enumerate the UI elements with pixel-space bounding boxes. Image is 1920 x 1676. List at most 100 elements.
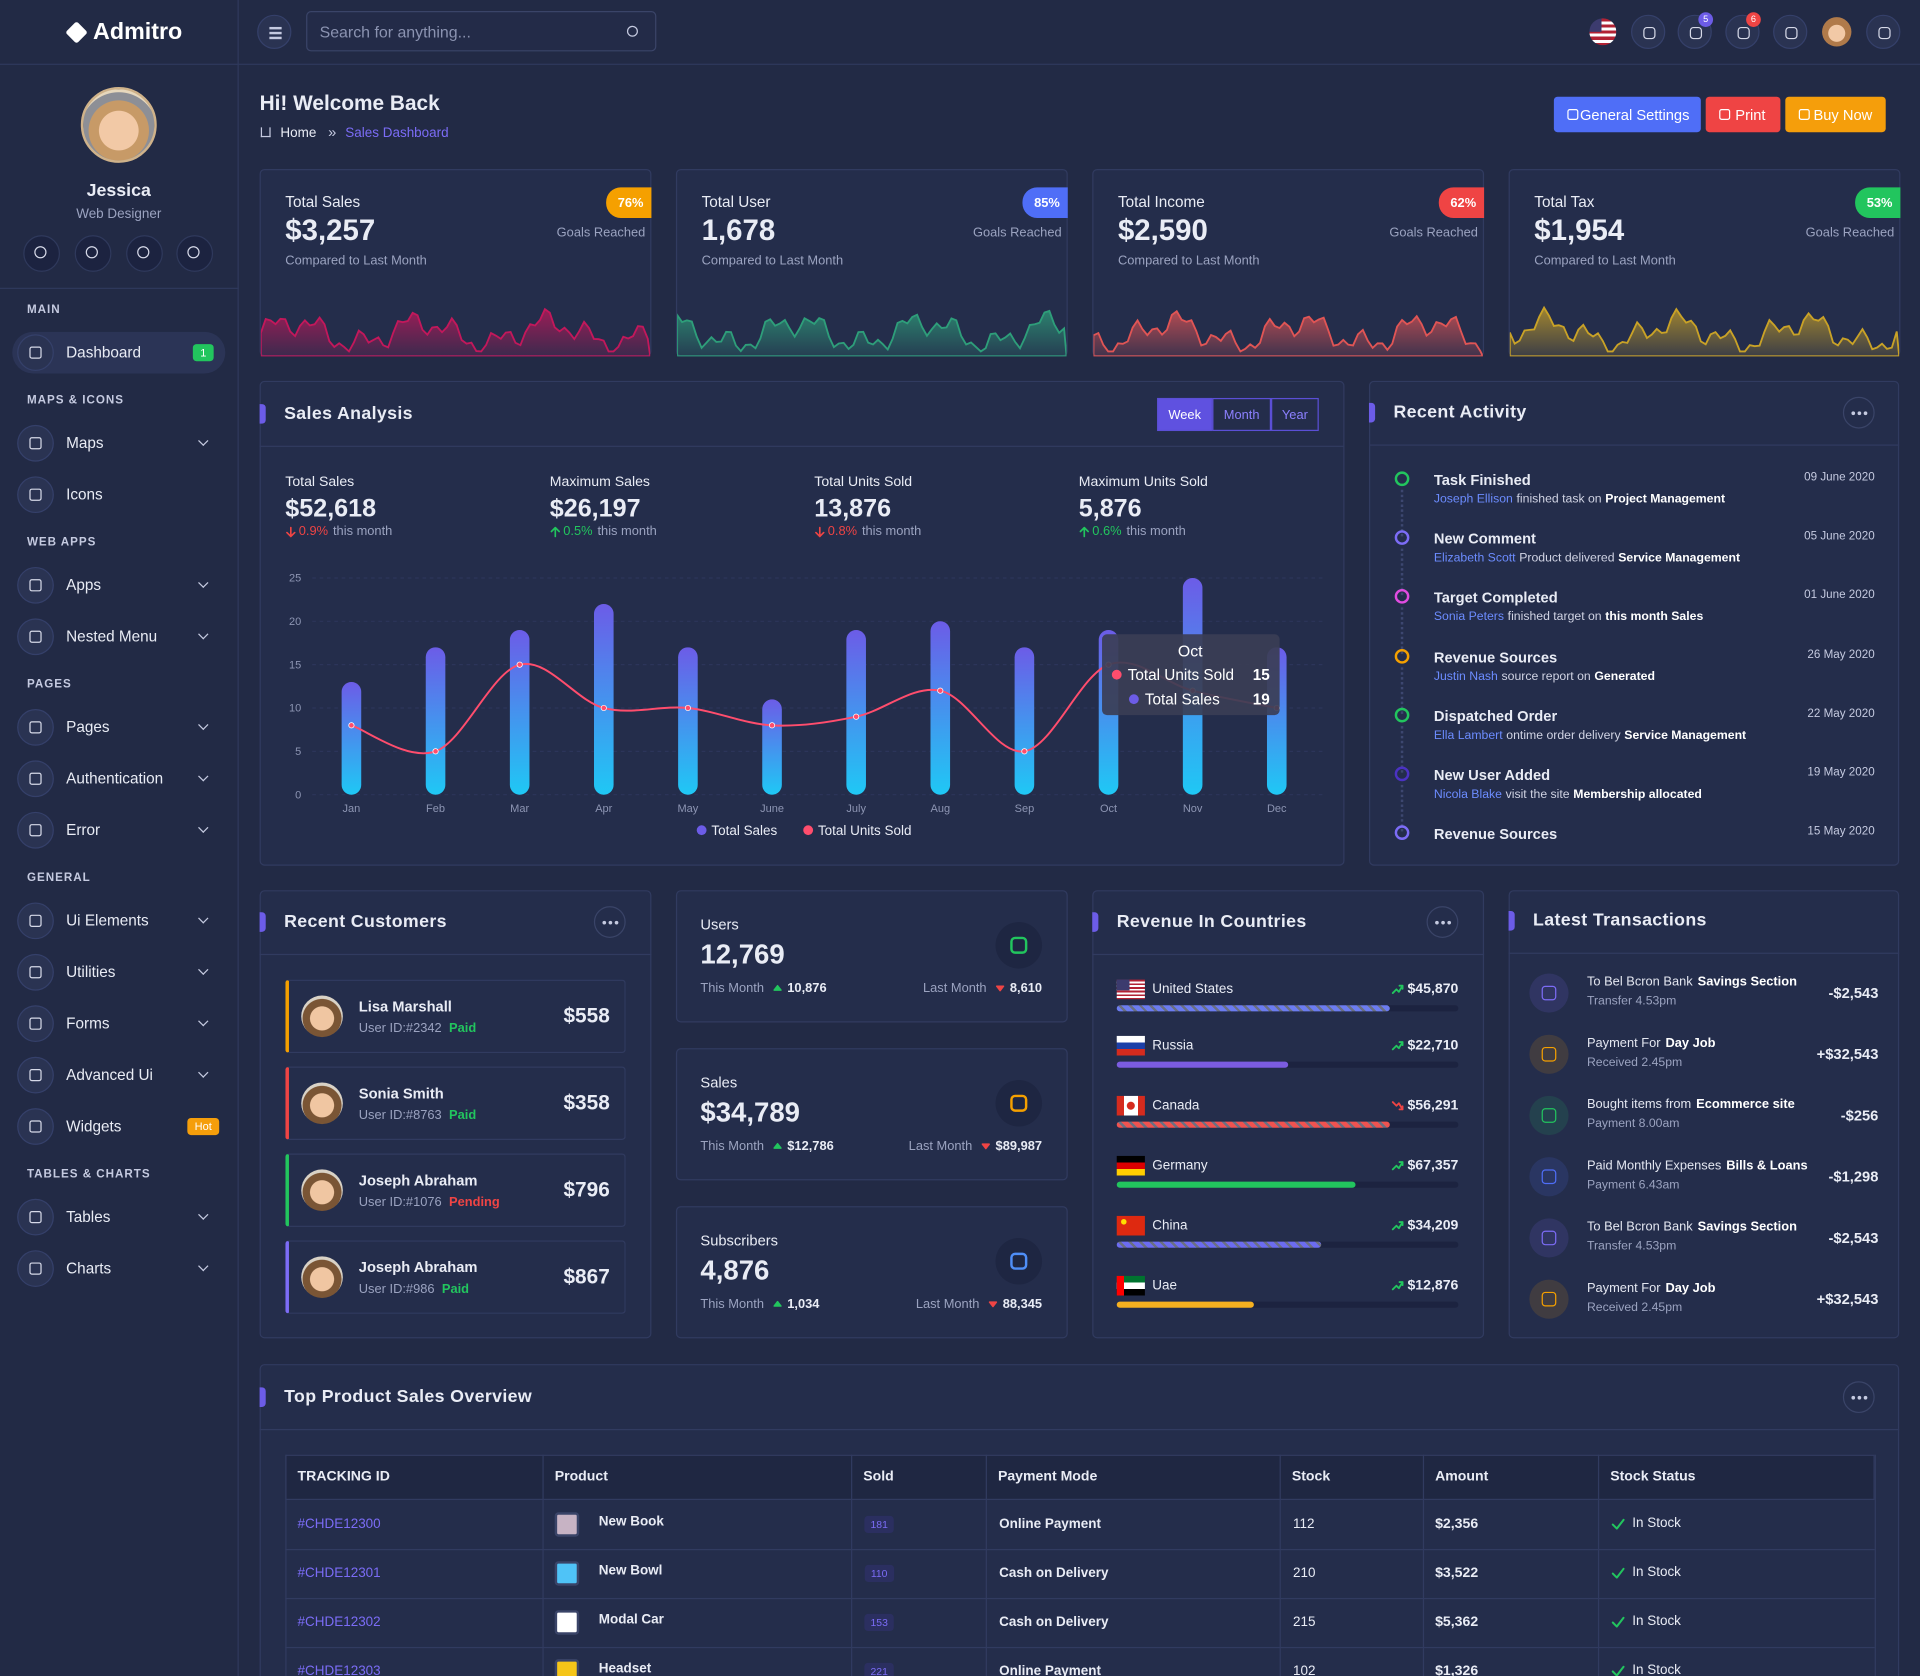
customer-meta: User ID:#1076 Pending [359, 1195, 500, 1210]
nav-icon-glyph [29, 1262, 42, 1275]
period-tab-label[interactable]: Week [1168, 407, 1202, 423]
nav-item[interactable]: Dashboard [66, 344, 142, 362]
flag-us[interactable] [1589, 18, 1617, 46]
sparkline-area [1093, 309, 1483, 357]
customer-id: User ID:#2342 [358, 1021, 442, 1036]
nav-item[interactable]: Icons [66, 486, 103, 504]
line-point [600, 704, 607, 712]
activity-connector [1400, 666, 1404, 714]
stock-status-label: In Stock [1632, 1564, 1681, 1580]
transaction-amount: -$2,543 [1828, 1229, 1879, 1247]
icon-shape [995, 985, 1005, 992]
profile-action[interactable] [74, 235, 112, 272]
profile-action[interactable] [23, 235, 61, 272]
y-tick-label: 5 [295, 746, 301, 758]
country-bar [1116, 1005, 1391, 1012]
nav-item[interactable]: Widgets [66, 1117, 122, 1136]
sparkline [260, 307, 651, 357]
stat-badge: 62% [1450, 195, 1477, 211]
country-bar-track [1116, 1061, 1459, 1068]
x-tick-label: May [678, 803, 699, 815]
x-tick-label: Nov [1183, 803, 1203, 815]
header-action[interactable] [1866, 14, 1901, 49]
nav-icon-glyph [29, 1017, 42, 1030]
mini-stat-last-value: 8,610 [1009, 980, 1043, 996]
activity-marker [1394, 530, 1410, 546]
nav-section-label: TABLES & CHARTS [26, 1167, 151, 1182]
menu-toggle[interactable] [257, 14, 292, 49]
nav-icon [17, 760, 54, 798]
stat-card [1508, 168, 1901, 357]
kpi-change: 0.5% this month [550, 524, 657, 539]
nav-item[interactable]: Advanced Ui [66, 1066, 153, 1084]
header-button-label[interactable]: Buy Now [1813, 106, 1873, 124]
more-button[interactable] [593, 906, 626, 938]
activity-marker [1394, 471, 1410, 487]
mini-stat-value: 4,876 [700, 1255, 770, 1286]
card-divider [259, 953, 652, 956]
nav-item[interactable]: Authentication [66, 770, 164, 788]
header-button[interactable] [1705, 96, 1781, 133]
page-title: Hi! Welcome Back [259, 91, 440, 116]
profile-name: Jessica [86, 181, 151, 201]
header-button-icon [1567, 108, 1579, 121]
customer-amount: $358 [563, 1091, 610, 1115]
country-name: Uae [1152, 1278, 1177, 1294]
more-dots [1856, 1395, 1861, 1399]
nav-item[interactable]: Nested Menu [66, 628, 158, 646]
nav-item[interactable]: Apps [66, 576, 102, 594]
icon-shape [550, 526, 560, 537]
bar [846, 629, 866, 795]
more-button[interactable] [1842, 396, 1875, 429]
activity-text: finished task on [1516, 492, 1602, 507]
card-divider [259, 1428, 1900, 1431]
activity-subject: this month Sales [1605, 610, 1704, 625]
sales-chart: 0 5 10 15 20 25 Jan Feb Mar Apr May June July Aug Sep O… [289, 573, 1323, 838]
nav-item[interactable]: Error [66, 821, 101, 839]
nav-item[interactable]: Forms [66, 1015, 110, 1033]
transaction-highlight: Savings Section [1697, 1219, 1797, 1235]
header-button[interactable] [1553, 96, 1701, 133]
header-button-label[interactable]: Print [1735, 106, 1766, 124]
period-tab-label[interactable]: Year [1281, 407, 1308, 423]
stat-badge-bg [1022, 187, 1068, 218]
legend-marker [803, 825, 814, 836]
nav-item[interactable]: Tables [66, 1208, 111, 1226]
header-button[interactable] [1785, 96, 1886, 133]
activity-date: 19 May 2020 [1807, 765, 1875, 780]
more-button[interactable] [1426, 906, 1459, 938]
period-tab[interactable] [1271, 397, 1319, 432]
header-action-glyph [1689, 26, 1703, 40]
nav-item[interactable]: Maps [66, 434, 104, 452]
header-action[interactable] [1773, 14, 1808, 49]
nav-item[interactable]: Pages [66, 718, 110, 736]
transaction-amount: +$32,543 [1816, 1290, 1879, 1308]
period-tab-label[interactable]: Month [1223, 407, 1260, 423]
table-row-rule [285, 1548, 1875, 1551]
y-tick-label: 10 [289, 703, 301, 715]
customer-meta: User ID:#2342 Paid [359, 1021, 476, 1036]
nav-item[interactable]: Utilities [66, 963, 116, 981]
header-button-label[interactable]: General Settings [1579, 106, 1690, 124]
header-action[interactable] [1631, 14, 1666, 49]
mini-stat-glyph [1010, 1094, 1028, 1112]
activity-text: finished target on [1507, 610, 1602, 625]
profile-action[interactable] [126, 235, 163, 272]
activity-subject: Project Management [1605, 492, 1726, 507]
search-box[interactable] [306, 11, 657, 52]
line-point [853, 713, 860, 720]
more-button[interactable] [1842, 1381, 1875, 1414]
activity-person: Joseph Ellison [1433, 492, 1513, 507]
profile-action[interactable] [176, 235, 214, 272]
breadcrumb-item[interactable]: Home [280, 126, 317, 141]
period-tab[interactable] [1157, 397, 1213, 432]
period-tab[interactable] [1212, 397, 1272, 432]
nav-item[interactable]: Charts [66, 1260, 112, 1278]
tooltip-bg [1102, 634, 1280, 716]
nav-item[interactable]: Ui Elements [66, 912, 149, 930]
table-column-rule [1422, 1454, 1425, 1676]
icon [1391, 1221, 1404, 1231]
country-amount-value: $34,209 [1407, 1218, 1459, 1234]
icon [981, 1143, 990, 1150]
bar [341, 681, 362, 795]
